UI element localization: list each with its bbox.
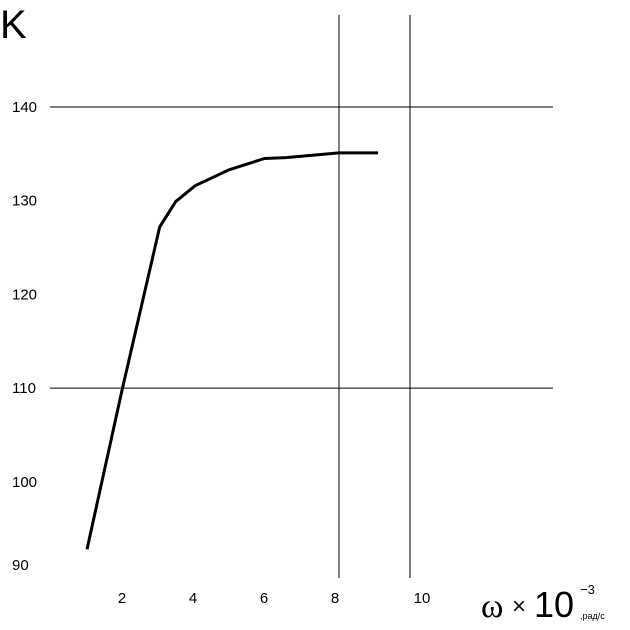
x-tick-label: 8 [331, 590, 339, 607]
x-tick-label: 2 [118, 590, 126, 607]
x-axis-label: ω × 10 −3 ,рад/с [481, 582, 605, 625]
x-tick-label: 4 [189, 590, 197, 607]
y-tick-label: 90 [12, 557, 29, 574]
y-axis-label: K [0, 3, 27, 47]
x-label-unit: ,рад/с [580, 611, 605, 621]
y-tick-label: 120 [12, 286, 37, 303]
x-label-times: × [512, 593, 526, 620]
y-tick-label: 100 [12, 474, 37, 491]
x-label-symbol: ω [481, 588, 503, 625]
x-tick-label: 10 [414, 590, 431, 607]
x-label-exponent: −3 [580, 582, 595, 597]
y-tick-label: 110 [12, 380, 36, 397]
series-line [85, 151, 379, 550]
y-tick-label: 140 [12, 99, 37, 116]
y-tick-label: 130 [12, 193, 37, 210]
x-tick-label: 6 [260, 590, 268, 607]
x-label-base: 10 [534, 584, 574, 625]
